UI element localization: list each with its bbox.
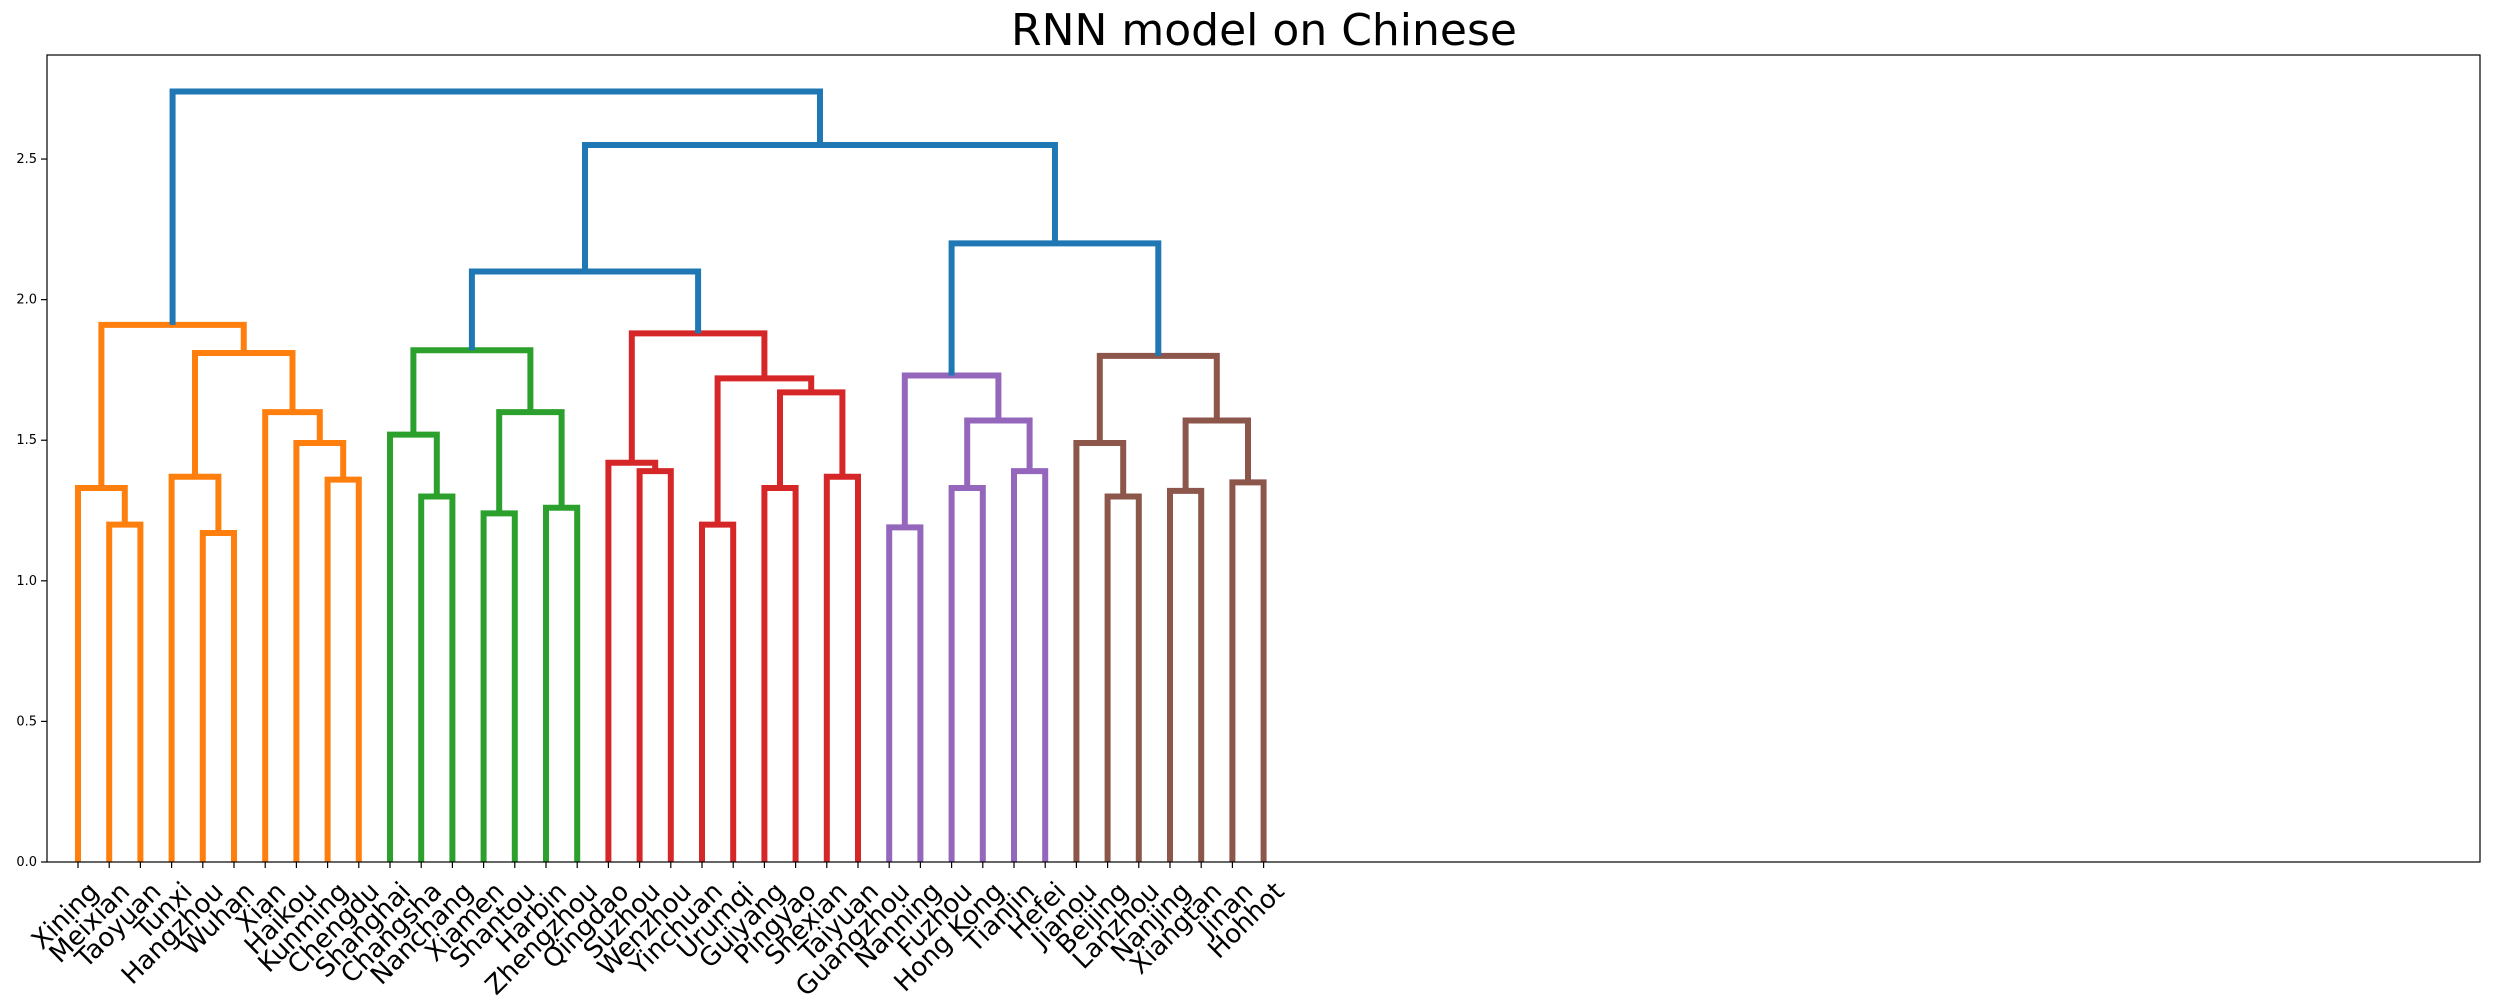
- dendrogram-link-15: [636, 468, 674, 862]
- dendrogram-link-22: [628, 330, 768, 463]
- dendrogram-link-33: [1096, 352, 1220, 444]
- y-tick-label-5: 2.5: [16, 152, 37, 167]
- y-tick-label-1: 0.5: [16, 714, 37, 729]
- dendrogram-link-16: [605, 459, 659, 862]
- dendrogram-link-6: [262, 409, 323, 862]
- dendrogram-link-12: [543, 504, 581, 862]
- dendrogram-link-19: [823, 473, 861, 862]
- dendrogram-link-4: [324, 476, 362, 862]
- dendrogram-link-29: [1073, 440, 1127, 862]
- dendrogram-link-1: [75, 485, 128, 862]
- dendrogram-link-34: [468, 268, 702, 351]
- dendrogram-link-31: [1229, 479, 1267, 862]
- dendrogram-link-26: [964, 417, 1033, 489]
- chart-title: RNN model on Chinese: [1011, 5, 1517, 56]
- dendrogram-link-20: [777, 389, 846, 489]
- dendrogram-link-2: [199, 530, 237, 862]
- y-axis: 0.0 0.5 1.0 1.5 2.0 2.5: [16, 152, 47, 870]
- dendrogram-link-23: [886, 524, 924, 862]
- dendrogram-links: [75, 88, 1267, 862]
- dendrogram-link-36: [582, 141, 1058, 272]
- dendrogram-link-8: [98, 321, 247, 489]
- dendrogram-link-11: [480, 510, 518, 862]
- dendrogram-link-30: [1167, 487, 1205, 862]
- dendrogram-link-28: [1104, 493, 1142, 862]
- leaf-labels: XiningMeixianTaoyuanTunxiHangzhouWuhanXi…: [26, 862, 1291, 1000]
- dendrogram-link-24: [948, 485, 986, 862]
- dendrogram-link-25: [1011, 468, 1049, 862]
- dendrogram-link-0: [106, 521, 144, 862]
- dendrogram-link-37: [169, 88, 823, 325]
- dendrogram-link-27: [901, 372, 1002, 528]
- dendrogram-link-35: [948, 240, 1162, 376]
- y-tick-label-3: 1.5: [16, 433, 37, 448]
- dendrogram-link-5: [293, 440, 347, 862]
- y-tick-label-4: 2.0: [16, 293, 37, 308]
- y-tick-label-2: 1.0: [16, 574, 37, 589]
- dendrogram-link-7: [192, 350, 296, 477]
- dendrogram-link-9: [418, 493, 456, 862]
- y-tick-label-0: 0.0: [16, 855, 37, 870]
- dendrogram-link-17: [699, 521, 737, 862]
- dendrogram-link-14: [410, 347, 534, 435]
- dendrogram-link-13: [496, 409, 565, 514]
- dendrogram-link-18: [761, 485, 799, 862]
